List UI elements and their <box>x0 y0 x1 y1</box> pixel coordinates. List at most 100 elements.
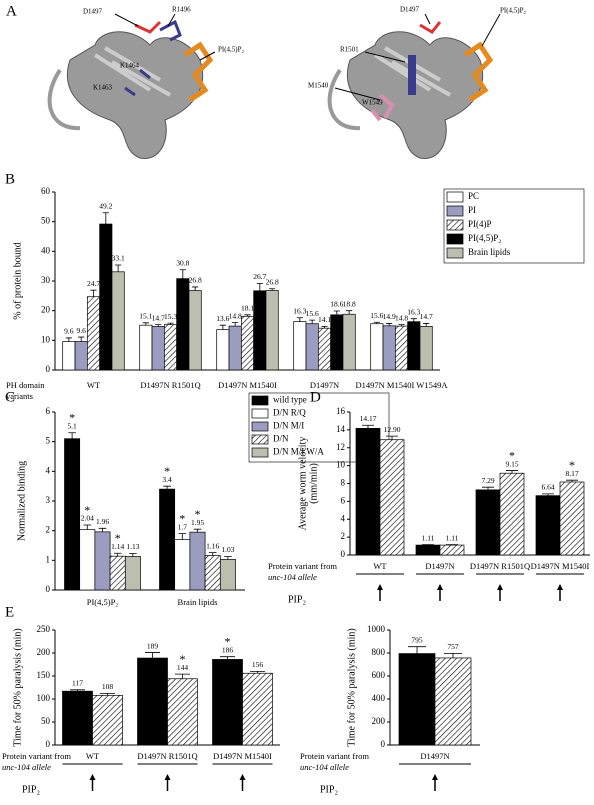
y-tick-label: 5 <box>46 436 51 446</box>
structure-label: D1497 <box>400 6 420 14</box>
structure-label: K1463 <box>93 84 113 92</box>
value-label: 26.8 <box>189 276 202 285</box>
bar <box>254 291 266 370</box>
y-tick-label: 250 <box>37 624 51 634</box>
bar <box>318 328 330 370</box>
arrow-head <box>437 584 443 590</box>
bar <box>408 322 420 370</box>
error-bar <box>257 283 263 290</box>
arrow-head <box>497 584 503 590</box>
value-label: 14.1 <box>318 315 331 324</box>
value-label: 12.90 <box>384 425 401 434</box>
error-bar <box>209 553 217 556</box>
x-axis-label: unc-104 allele <box>300 762 349 772</box>
arrow-head <box>90 774 96 780</box>
arrow-head <box>240 774 246 780</box>
value-label: 757 <box>447 642 459 651</box>
value-label: 9.6 <box>64 327 74 336</box>
bar <box>440 545 464 555</box>
bar <box>331 315 343 370</box>
x-tick-label: D1497N <box>420 751 449 761</box>
value-label: 26.8 <box>266 277 279 286</box>
bar <box>63 342 75 370</box>
significance-marker: * <box>69 411 75 425</box>
legend-label: D/N <box>273 434 289 444</box>
arrow-head <box>432 774 438 780</box>
structure-right <box>330 14 500 158</box>
arrow-head <box>377 584 383 590</box>
y-tick-label: 10 <box>336 460 346 470</box>
x-tick-label: D1497N M1540I <box>531 561 590 571</box>
bar <box>213 659 243 745</box>
error-bar <box>66 338 72 342</box>
bar <box>383 326 395 370</box>
legend-swatch <box>252 409 268 418</box>
value-label: 795 <box>411 635 423 644</box>
bar <box>380 440 404 555</box>
pip-label: PIP₂ <box>22 784 40 795</box>
y-tick-label: 2 <box>341 531 346 541</box>
y-tick-label: 1 <box>46 554 51 564</box>
y-tick-label: 200 <box>372 716 386 726</box>
bar <box>435 658 471 745</box>
significance-marker: * <box>164 464 170 478</box>
significance-marker: * <box>179 511 185 525</box>
legend-swatch <box>252 435 268 444</box>
value-label: 14.17 <box>360 414 377 423</box>
significance-marker: * <box>84 503 90 517</box>
y-axis-label: Time for 50% paralysis (min) <box>346 628 357 747</box>
error-bar <box>386 323 392 325</box>
bar <box>356 428 380 555</box>
bar <box>476 490 500 555</box>
y-tick-label: 4 <box>341 513 346 523</box>
bar <box>93 695 123 745</box>
value-label: 9.6 <box>76 326 86 335</box>
bar <box>138 658 168 745</box>
y-tick-label: 0 <box>46 739 51 749</box>
error-bar <box>220 325 226 329</box>
structure-label: R1496 <box>172 6 191 14</box>
value-label: 33.1 <box>112 254 125 263</box>
bar <box>87 297 99 370</box>
error-bar <box>68 433 76 439</box>
legend-label: PI(4,5)P₂ <box>468 233 501 243</box>
value-label: 1.13 <box>126 542 139 551</box>
legend-label: D/N M/I <box>273 421 304 431</box>
value-label: 108 <box>102 682 114 691</box>
legend-box <box>444 189 584 263</box>
y-tick-label: 30 <box>41 275 51 285</box>
value-label: 15.3 <box>164 312 177 321</box>
legend-label: D/N R/Q <box>273 408 306 418</box>
error-bar <box>78 337 84 341</box>
legend-label: PC <box>468 191 479 201</box>
error-bar <box>103 213 109 224</box>
y-tick-label: 0 <box>341 549 346 559</box>
y-tick-label: 14 <box>336 424 346 434</box>
bar <box>266 290 278 370</box>
bar <box>371 324 383 370</box>
y-tick-label: 800 <box>372 647 386 657</box>
error-bar <box>482 487 494 490</box>
bar <box>175 540 190 590</box>
bar <box>190 532 205 590</box>
bar <box>420 326 432 370</box>
legend-swatch <box>447 192 463 202</box>
panel-letter: C <box>5 389 15 405</box>
y-tick-label: 600 <box>372 670 386 680</box>
structure-label: M1540 <box>308 82 329 90</box>
bar <box>189 290 201 370</box>
bar <box>306 324 318 370</box>
bar <box>217 330 229 370</box>
y-tick-label: 0 <box>46 364 51 374</box>
x-tick-label: WT <box>86 751 100 761</box>
bar <box>416 545 440 555</box>
value-label: 18.1 <box>241 304 254 313</box>
structure-label: PI(4,5)P₂ <box>500 7 527 15</box>
legend-label: wild type <box>273 395 307 405</box>
x-tick-label: D1497N M1540I <box>218 380 277 390</box>
x-tick-label: Brain lipids <box>178 597 218 607</box>
y-tick-label: 50 <box>41 716 51 726</box>
bar <box>63 691 93 745</box>
bar <box>125 556 140 590</box>
error-bar <box>444 653 462 658</box>
